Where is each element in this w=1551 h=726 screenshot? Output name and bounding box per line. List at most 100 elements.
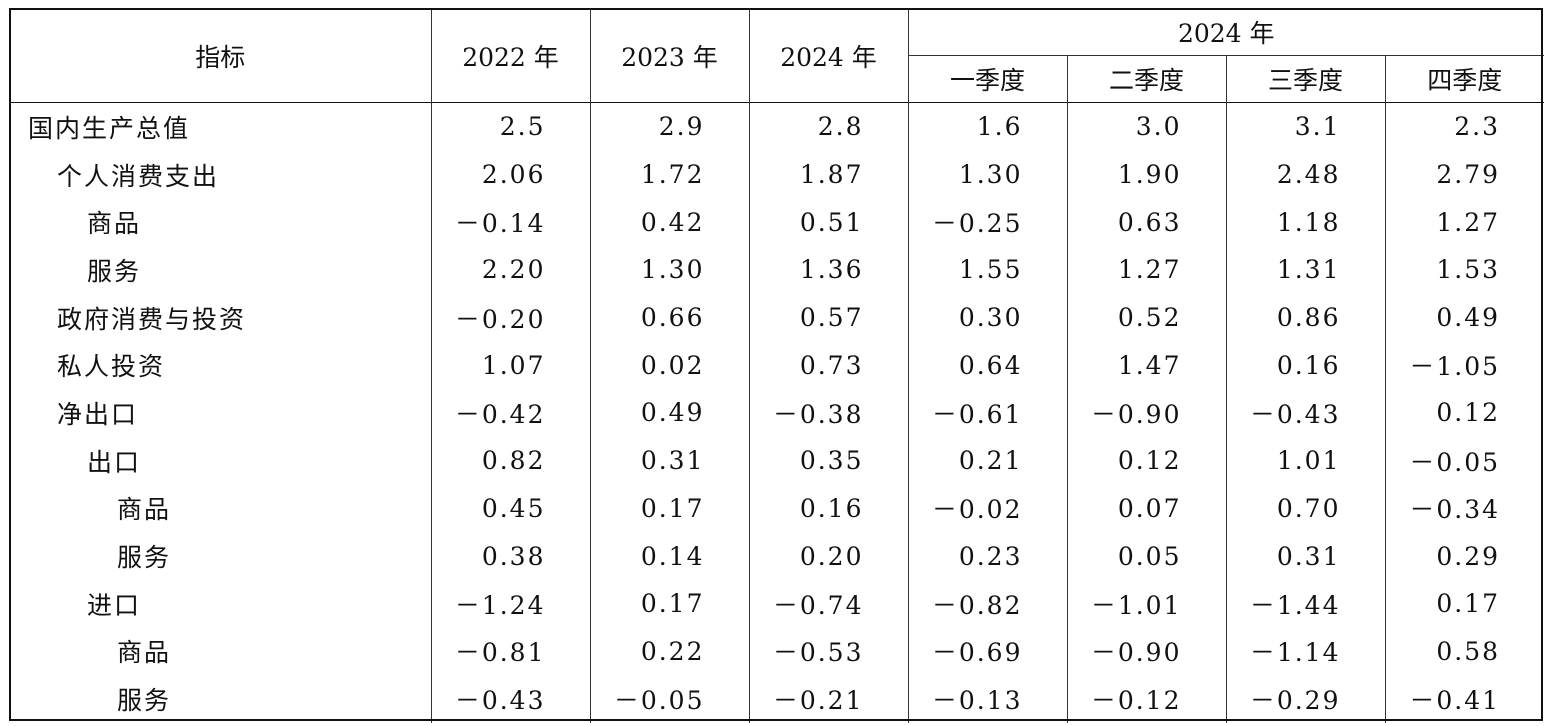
value-cell: －1.01 [1066,579,1226,628]
value-cell: 0.21 [907,436,1067,485]
table-row: 商品 0.45 0.17 0.16 －0.02 0.07 0.70 －0.34 [10,484,1545,533]
value-cell: 1.30 [907,150,1067,199]
value-cell: －0.74 [748,579,908,628]
value-cell: 0.70 [1225,484,1385,533]
value-cell: 0.64 [907,341,1067,390]
value-cell: －0.21 [748,675,908,723]
value-cell: 0.30 [907,293,1067,342]
value-cell: 1.31 [1225,246,1385,294]
row-label: 服务 [117,686,172,716]
row-label: 净出口 [57,399,139,429]
value-cell: －0.43 [1225,389,1385,437]
row-label: 商品 [117,495,172,525]
header-indicator: 指标 [195,42,246,72]
table-row: 国内生产总值 2.5 2.9 2.8 1.6 3.0 3.1 2.3 [10,102,1545,151]
table-row: 出口 0.82 0.31 0.35 0.21 0.12 1.01 －0.05 [10,436,1545,485]
value-cell: －0.61 [907,389,1067,437]
value-cell: 0.42 [589,198,749,247]
table-header: 指标 2022 年 2023 年 2024 年 2024 年 一季度 二季度 三… [10,9,1545,103]
value-cell: －0.34 [1384,484,1545,533]
value-cell: －0.13 [907,675,1067,723]
value-cell: 0.29 [1384,532,1545,580]
row-label: 服务 [87,256,142,286]
value-cell: －1.14 [1225,627,1385,676]
value-cell: 1.36 [748,246,908,294]
value-cell: 0.17 [1384,579,1545,628]
row-label: 个人消费支出 [57,161,220,191]
value-cell: 0.31 [589,436,749,485]
table-row: 个人消费支出 2.06 1.72 1.87 1.30 1.90 2.48 2.79 [10,150,1545,199]
value-cell: －0.14 [430,198,590,247]
value-cell: 2.5 [430,102,590,151]
value-cell: －0.81 [430,627,590,676]
table-row: 净出口 －0.42 0.49 －0.38 －0.61 －0.90 －0.43 0.12 [10,389,1545,437]
row-label: 出口 [87,447,142,477]
value-cell: －0.42 [430,389,590,437]
value-cell: －0.38 [748,389,908,437]
header-q4: 四季度 [1384,55,1545,103]
value-cell: －0.05 [589,675,749,723]
value-cell: 1.01 [1225,436,1385,485]
value-cell: 0.16 [1225,341,1385,390]
value-cell: 2.3 [1384,102,1545,151]
value-cell: 0.17 [589,579,749,628]
value-cell: －0.90 [1066,389,1226,437]
value-cell: －0.53 [748,627,908,676]
value-cell: 0.31 [1225,532,1385,580]
value-cell: 0.12 [1066,436,1226,485]
table-row: 服务 0.38 0.14 0.20 0.23 0.05 0.31 0.29 [10,532,1545,580]
value-cell: 0.12 [1384,389,1545,437]
value-cell: 0.58 [1384,627,1545,676]
value-cell: －0.12 [1066,675,1226,723]
header-2022: 2022 年 [430,9,590,103]
value-cell: 0.35 [748,436,908,485]
value-cell: 1.07 [430,341,590,390]
table-row: 服务 2.20 1.30 1.36 1.55 1.27 1.31 1.53 [10,246,1545,294]
value-cell: 1.90 [1066,150,1226,199]
value-cell: 0.49 [1384,293,1545,342]
value-cell: －0.02 [907,484,1067,533]
row-label: 商品 [87,209,142,239]
value-cell: 0.38 [430,532,590,580]
table-row: 进口 －1.24 0.17 －0.74 －0.82 －1.01 －1.44 0.17 [10,579,1545,628]
table-body: 国内生产总值 2.5 2.9 2.8 1.6 3.0 3.1 2.3 个人消费支出 2.06 1.7… [10,102,1545,723]
header-q2: 二季度 [1066,55,1226,103]
value-cell: 1.30 [589,246,749,294]
value-cell: 0.73 [748,341,908,390]
value-cell: －1.44 [1225,579,1385,628]
value-cell: 0.07 [1066,484,1226,533]
value-cell: －0.20 [430,293,590,342]
value-cell: 0.45 [430,484,590,533]
value-cell: 2.8 [748,102,908,151]
value-cell: 3.0 [1066,102,1226,151]
value-cell: 0.86 [1225,293,1385,342]
row-label: 服务 [117,543,172,573]
value-cell: 2.9 [589,102,749,151]
table-row: 服务 －0.43 －0.05 －0.21 －0.13 －0.12 －0.29 －0.41 [10,675,1545,723]
value-cell: 2.79 [1384,150,1545,199]
value-cell: －0.82 [907,579,1067,628]
header-2024: 2024 年 [748,9,908,103]
value-cell: 2.20 [430,246,590,294]
data-table: 指标 2022 年 2023 年 2024 年 2024 年 一季度 二季度 三… [10,9,1545,723]
row-label: 进口 [87,590,142,620]
value-cell: 0.02 [589,341,749,390]
value-cell: 1.87 [748,150,908,199]
value-cell: 1.27 [1066,246,1226,294]
value-cell: 1.18 [1225,198,1385,247]
header-q1: 一季度 [907,55,1067,103]
value-cell: 3.1 [1225,102,1385,151]
value-cell: 0.17 [589,484,749,533]
value-cell: 0.51 [748,198,908,247]
header-2024-quarters-group: 2024 年 [907,9,1545,56]
value-cell: 1.55 [907,246,1067,294]
header-q3: 三季度 [1225,55,1385,103]
value-cell: 2.06 [430,150,590,199]
value-cell: 0.22 [589,627,749,676]
value-cell: －0.25 [907,198,1067,247]
value-cell: 0.14 [589,532,749,580]
value-cell: 0.82 [430,436,590,485]
value-cell: －0.69 [907,627,1067,676]
value-cell: 1.72 [589,150,749,199]
value-cell: 2.48 [1225,150,1385,199]
